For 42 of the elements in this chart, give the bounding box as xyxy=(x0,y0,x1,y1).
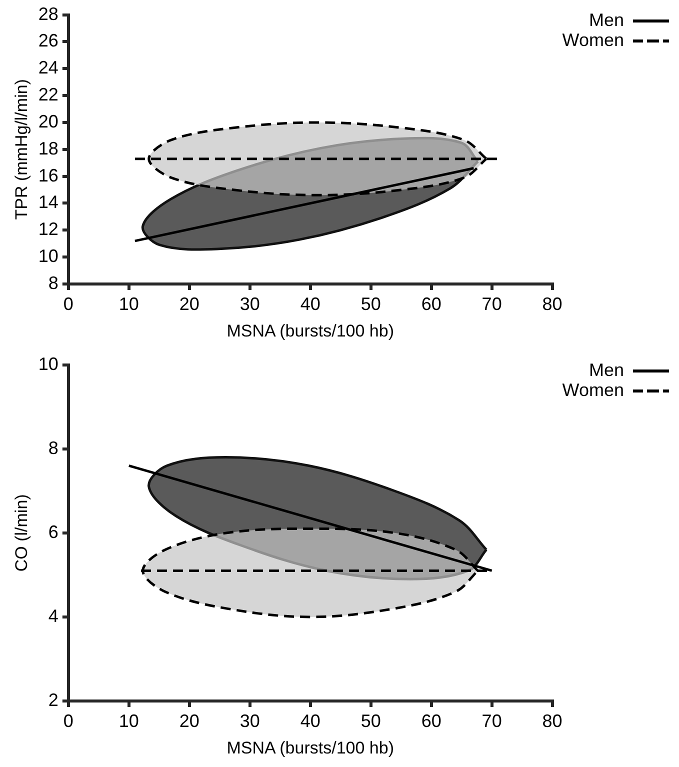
x-tick-label: 60 xyxy=(421,710,442,731)
legend-label: Women xyxy=(562,380,624,400)
y-axis-title: TPR (mmHg/l/min) xyxy=(12,79,31,220)
y-tick-label: 28 xyxy=(38,4,58,24)
legend-label: Men xyxy=(588,360,624,380)
x-tick-label: 40 xyxy=(300,294,320,314)
x-tick-label: 70 xyxy=(482,294,502,314)
y-tick-label: 26 xyxy=(38,30,58,51)
x-tick-label: 30 xyxy=(240,294,260,314)
y-tick-label: 14 xyxy=(38,192,58,212)
y-axis-title: CO (l/min) xyxy=(12,494,31,572)
y-tick-label: 16 xyxy=(38,165,58,186)
x-tick-label: 50 xyxy=(360,294,381,314)
x-tick-label: 0 xyxy=(63,294,74,314)
x-axis-title: MSNA (bursts/100 hb) xyxy=(226,738,394,758)
x-axis-title: MSNA (bursts/100 hb) xyxy=(226,321,394,340)
y-tick-label: 8 xyxy=(48,438,58,458)
x-tick-label: 20 xyxy=(179,294,200,314)
y-tick-label: 2 xyxy=(48,690,58,710)
x-tick-label: 80 xyxy=(542,710,562,731)
x-tick-label: 10 xyxy=(118,294,139,314)
y-tick-label: 8 xyxy=(48,272,58,293)
legend-label: Women xyxy=(562,30,624,50)
y-tick-label: 4 xyxy=(48,606,58,626)
legend-label: Men xyxy=(588,10,624,30)
x-tick-label: 20 xyxy=(179,710,200,731)
y-tick-label: 10 xyxy=(38,246,58,266)
x-tick-label: 0 xyxy=(63,710,74,731)
y-tick-label: 6 xyxy=(48,522,58,542)
x-tick-label: 10 xyxy=(118,710,139,731)
y-tick-label: 18 xyxy=(38,138,58,158)
y-tick-label: 12 xyxy=(38,219,58,240)
y-tick-label: 22 xyxy=(38,84,58,105)
y-tick-label: 24 xyxy=(38,58,58,78)
x-tick-label: 50 xyxy=(360,710,381,731)
y-tick-label: 20 xyxy=(38,111,58,132)
x-tick-label: 70 xyxy=(482,710,502,731)
x-tick-label: 60 xyxy=(421,294,442,314)
x-tick-label: 30 xyxy=(240,710,260,731)
x-tick-label: 80 xyxy=(542,294,562,314)
y-tick-label: 10 xyxy=(38,354,58,374)
x-tick-label: 40 xyxy=(300,710,320,731)
